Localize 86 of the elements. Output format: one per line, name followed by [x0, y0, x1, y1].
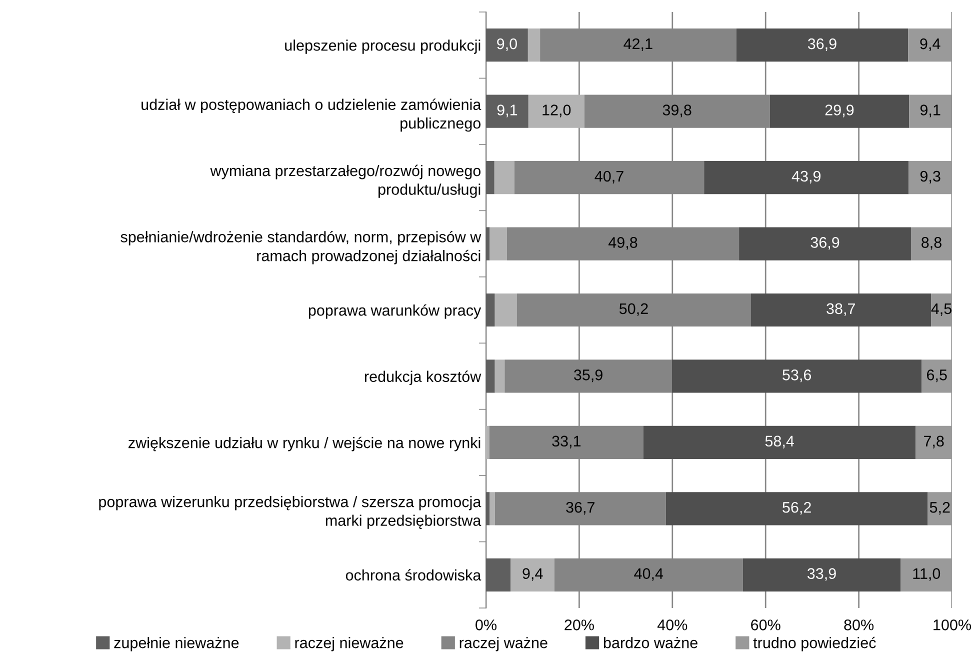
bar	[486, 293, 495, 327]
bar	[908, 161, 952, 194]
data-label: 9,3	[920, 170, 940, 184]
bar	[486, 558, 511, 592]
data-label: 39,8	[662, 104, 692, 118]
bar	[736, 28, 908, 62]
y-tick-label: ochrona środowiska	[346, 569, 482, 581]
bar	[486, 94, 528, 128]
y-tick-label: ulepszenie procesu produkcji	[285, 40, 480, 54]
bar	[672, 360, 922, 393]
data-label: 5,2	[930, 502, 950, 515]
bar	[704, 161, 909, 194]
bar	[486, 426, 490, 459]
data-label: 36,7	[566, 502, 594, 515]
data-label: 58,4	[765, 436, 794, 448]
bar	[931, 293, 952, 327]
data-label: 6,5	[927, 370, 947, 382]
bar	[528, 94, 584, 128]
data-label: 40,4	[634, 568, 664, 581]
data-label: 50,2	[619, 303, 648, 316]
x-tick-label: 80%	[844, 620, 874, 630]
data-label: 9,1	[920, 104, 940, 118]
bar	[486, 360, 495, 393]
data-label: 29,9	[825, 104, 854, 118]
data-label: 7,8	[924, 436, 944, 448]
y-tick-label: wymiana przestarzałego/rozwój nowego produktu/usługi	[210, 164, 481, 198]
x-tick-label: 60%	[751, 620, 780, 630]
bar	[750, 293, 932, 327]
data-label: 33,9	[807, 568, 836, 581]
x-tick-label: 100%	[934, 620, 971, 630]
bar	[528, 28, 540, 62]
data-label: 9,0	[497, 38, 517, 52]
bar	[494, 293, 517, 327]
bar	[770, 94, 910, 128]
data-label: 38,7	[826, 303, 855, 316]
bar	[494, 360, 505, 393]
data-label: 36,9	[810, 237, 840, 250]
bar	[922, 360, 952, 393]
x-tick-label: 40%	[657, 620, 688, 630]
y-tick-label: poprawa warunków pracy	[308, 304, 482, 319]
bar	[486, 161, 494, 194]
data-label: 49,8	[608, 237, 638, 250]
data-label: 53,6	[782, 370, 812, 382]
legend-label: bardzo ważne	[604, 637, 698, 648]
data-label: 8,8	[922, 237, 942, 250]
legend-label: zupełnie nieważne	[114, 637, 239, 652]
y-tick-label: udział w postępowaniach o udzielenie zamówienia publicznego	[142, 98, 482, 132]
bar	[900, 558, 952, 592]
data-label: 35,9	[574, 370, 602, 382]
bar	[490, 492, 495, 526]
bar	[742, 558, 901, 592]
bar	[908, 28, 952, 62]
data-label: 36,9	[808, 38, 836, 52]
y-tick-label: zwiększenie udziału w rynku / wejście na nowe rynki	[128, 436, 480, 452]
data-label: 9,1	[497, 104, 518, 118]
legend-label: raczej nieważne	[295, 637, 404, 652]
bar	[666, 492, 928, 526]
legend-label: raczej ważne	[460, 637, 548, 652]
data-label: 33,1	[552, 436, 581, 448]
data-label: 56,2	[782, 502, 811, 515]
data-label: 12,0	[542, 104, 571, 118]
bar	[486, 492, 490, 526]
bar	[916, 426, 952, 459]
bar	[486, 227, 490, 260]
data-label: 9,4	[920, 38, 940, 52]
x-tick-label: 0%	[476, 620, 496, 630]
bar	[510, 558, 554, 592]
data-label: 40,7	[594, 170, 624, 184]
bar	[494, 161, 514, 194]
bar	[909, 94, 952, 128]
bar	[928, 492, 952, 526]
y-tick-label: poprawa wizerunku przedsiębiorstwa / szersza promocja marki przedsiębiorstwa	[99, 496, 482, 529]
bar	[644, 426, 916, 459]
data-label: 4,5	[931, 303, 952, 316]
y-tick-label: redukcja kosztów	[364, 370, 482, 386]
bar	[910, 227, 952, 260]
x-tick-label: 20%	[564, 620, 594, 630]
data-label: 43,9	[792, 170, 821, 184]
bar	[486, 28, 528, 62]
data-label: 9,4	[522, 568, 543, 581]
bar	[490, 227, 507, 260]
bar	[739, 227, 911, 260]
data-label: 42,1	[624, 38, 652, 52]
y-tick-label: spełnianie/wdrożenie standardów, norm, przepisów w ramach prowadzonej działalności	[120, 230, 482, 264]
data-label: 11,0	[913, 568, 940, 581]
legend-label: trudno powiedzieć	[753, 636, 876, 652]
